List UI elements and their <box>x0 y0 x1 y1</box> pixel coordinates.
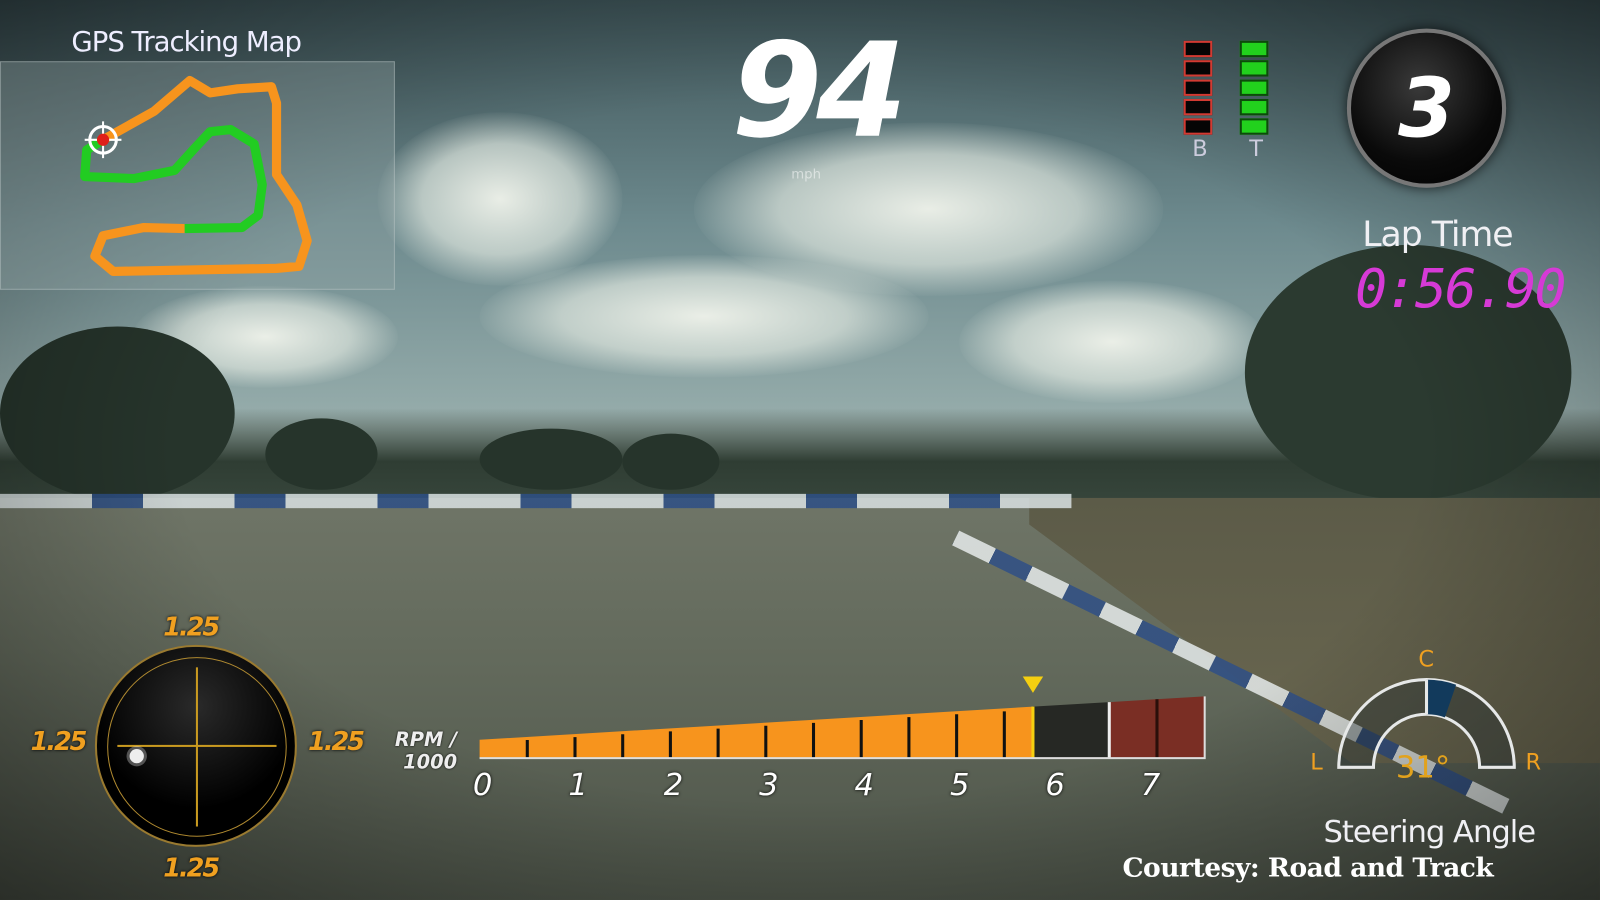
rpm-label-line2: 1000 <box>403 751 458 774</box>
rpm-tick-label: 6 <box>1045 767 1065 804</box>
throttle-segment <box>1239 40 1269 58</box>
rpm-unfilled <box>1032 702 1110 759</box>
rpm-bar-border <box>479 696 1206 760</box>
brake-segment <box>1183 79 1213 96</box>
rpm-tick-label: 7 <box>1140 767 1161 804</box>
track-path <box>90 76 312 277</box>
cloud <box>377 112 623 286</box>
rpm-tick-label: 3 <box>759 767 779 804</box>
throttle-label: T <box>1249 136 1263 163</box>
g-force-meter <box>94 644 297 847</box>
g-meter-top-label: 1.25 <box>163 612 220 642</box>
g-meter-ring <box>107 657 287 837</box>
throttle-segment <box>1239 98 1269 116</box>
g-meter-bottom-label: 1.25 <box>163 853 220 883</box>
g-meter-right-label: 1.25 <box>308 726 365 757</box>
g-meter-horizontal-axis <box>117 744 277 747</box>
tree <box>479 428 623 490</box>
brake-segment <box>1183 98 1213 116</box>
steering-right-label: R <box>1525 749 1542 776</box>
gps-tracking-map <box>0 61 395 290</box>
rpm-tick-label: 4 <box>854 767 875 804</box>
rpm-label-line1: RPM / <box>394 728 458 752</box>
g-force-dot <box>129 748 144 764</box>
g-meter-left-label: 1.25 <box>30 726 88 757</box>
rpm-label: RPM /1000 <box>380 728 458 774</box>
gear-indicator: 3 <box>1346 28 1507 188</box>
steering-angle-gauge <box>1337 678 1516 769</box>
track-outline <box>80 76 312 277</box>
throttle-segment <box>1239 79 1269 96</box>
throttle-meter: T <box>1239 40 1272 163</box>
rpm-tick-label: 0 <box>472 767 493 804</box>
rpm-tick-label: 5 <box>949 767 970 804</box>
image-credit: Courtesy: Road and Track <box>1122 853 1494 884</box>
brake-segment <box>1183 118 1213 135</box>
brake-segment <box>1183 40 1213 58</box>
curb-far <box>0 493 1072 509</box>
lap-time-label: Lap Time <box>1362 214 1513 256</box>
rpm-fill <box>479 706 1033 759</box>
steering-gauge-arc <box>1337 678 1516 769</box>
gps-map-title: GPS Tracking Map <box>71 26 301 59</box>
lap-time-value: 0:56.90 <box>1355 259 1566 321</box>
steering-angle-fill <box>1426 679 1457 718</box>
speed-readout: 94 <box>731 15 908 168</box>
steering-center-label: C <box>1418 646 1435 673</box>
rpm-tick-label: 2 <box>663 767 684 804</box>
cloud <box>479 255 929 378</box>
tree <box>265 418 378 490</box>
steering-left-label: L <box>1310 749 1323 776</box>
rpm-tick-label: 1 <box>568 767 588 804</box>
speed-unit: mph <box>791 167 821 183</box>
g-meter-vertical-axis <box>195 667 198 827</box>
brake-meter: B <box>1183 40 1216 163</box>
brake-segment <box>1183 60 1213 77</box>
throttle-segment <box>1239 118 1269 135</box>
throttle-segment <box>1239 60 1269 77</box>
tree <box>622 433 720 490</box>
steering-angle-value: 31° <box>1395 749 1451 786</box>
cloud <box>959 280 1266 404</box>
shift-point-marker-icon <box>1022 676 1044 693</box>
rpm-bar <box>479 676 1206 760</box>
tree <box>1244 244 1572 500</box>
car-position-crosshair-icon <box>84 121 122 159</box>
brake-label: B <box>1192 136 1208 163</box>
steering-angle-title: Steering Angle <box>1323 814 1536 850</box>
tree <box>0 326 235 500</box>
completed-path <box>80 124 267 234</box>
